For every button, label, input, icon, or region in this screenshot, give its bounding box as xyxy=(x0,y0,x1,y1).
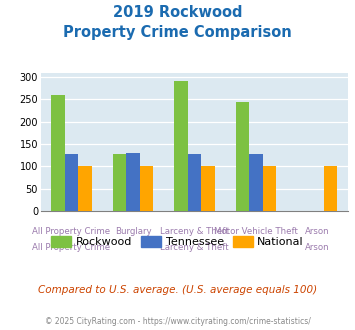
Bar xyxy=(126,153,140,211)
Text: Larceny & Theft: Larceny & Theft xyxy=(160,227,229,236)
Text: 2019 Rockwood: 2019 Rockwood xyxy=(113,5,242,20)
Text: Motor Vehicle Theft: Motor Vehicle Theft xyxy=(214,227,298,236)
Text: Compared to U.S. average. (U.S. average equals 100): Compared to U.S. average. (U.S. average … xyxy=(38,285,317,295)
Bar xyxy=(65,154,78,211)
Text: Larceny & Theft: Larceny & Theft xyxy=(160,243,229,251)
Legend: Rockwood, Tennessee, National: Rockwood, Tennessee, National xyxy=(47,232,308,252)
Bar xyxy=(249,153,263,211)
Text: Property Crime Comparison: Property Crime Comparison xyxy=(63,25,292,40)
Text: All Property Crime: All Property Crime xyxy=(32,227,111,236)
Bar xyxy=(324,166,338,211)
Bar xyxy=(78,166,92,211)
Bar xyxy=(174,81,187,211)
Text: © 2025 CityRating.com - https://www.cityrating.com/crime-statistics/: © 2025 CityRating.com - https://www.city… xyxy=(45,317,310,326)
Bar xyxy=(235,102,249,211)
Bar xyxy=(187,154,201,211)
Bar xyxy=(201,166,215,211)
Bar xyxy=(263,166,276,211)
Text: All Property Crime: All Property Crime xyxy=(32,243,111,251)
Text: Arson: Arson xyxy=(305,227,329,236)
Bar xyxy=(140,166,153,211)
Bar xyxy=(51,95,65,211)
Text: Burglary: Burglary xyxy=(115,227,151,236)
Bar xyxy=(113,154,126,211)
Text: Arson: Arson xyxy=(305,243,329,251)
